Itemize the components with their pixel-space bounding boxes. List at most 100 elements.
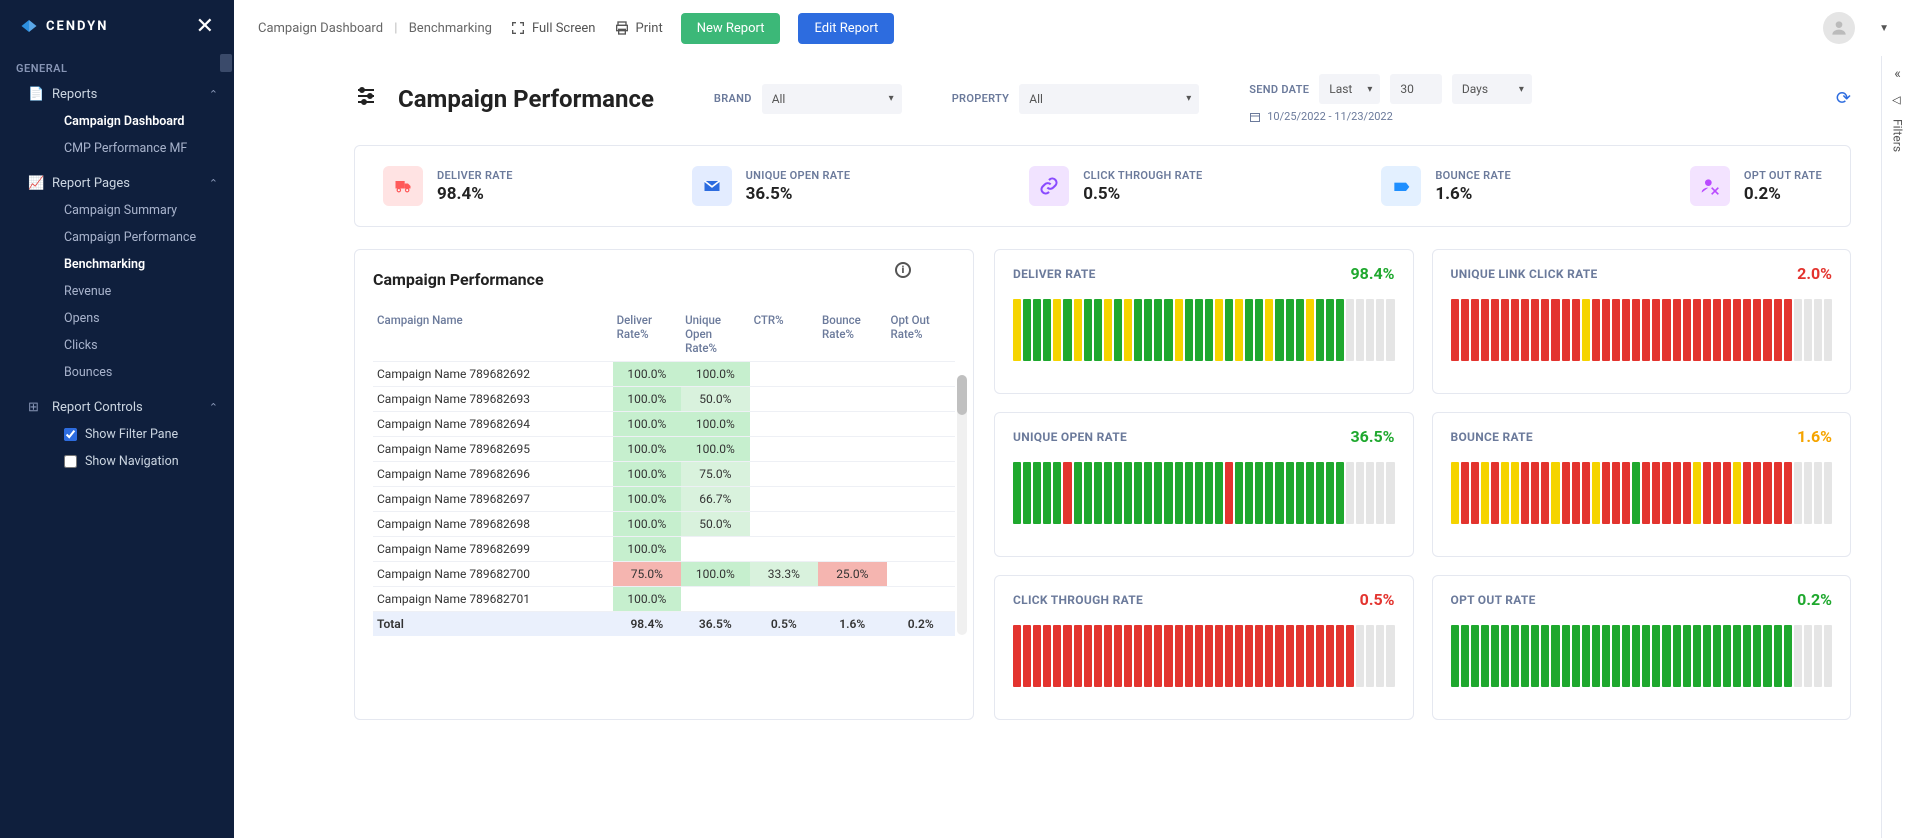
chevron-up-icon: ⌃ xyxy=(209,88,218,101)
sidebar-item[interactable]: Campaign Performance xyxy=(0,224,234,251)
print-icon xyxy=(614,20,630,36)
charts-grid: DELIVER RATE98.4% UNIQUE LINK CLICK RATE 2… xyxy=(994,249,1851,720)
settings-sliders-icon[interactable] xyxy=(354,84,378,114)
chart-card: UNIQUE OPEN RATE 36.5% xyxy=(994,412,1414,557)
user-menu-caret-icon[interactable]: ▼ xyxy=(1879,23,1889,34)
chart-value: 1.6% xyxy=(1797,427,1832,446)
filter-property-label: PROPERTY xyxy=(952,92,1010,105)
table-row[interactable]: Campaign Name 789682699100.0% xyxy=(373,537,955,562)
table-row[interactable]: Campaign Name 789682701100.0% xyxy=(373,587,955,612)
print-button[interactable]: Print xyxy=(614,20,663,36)
chart-bars xyxy=(1013,462,1395,524)
table-row[interactable]: Campaign Name 78968270075.0%100.0%33.3%2… xyxy=(373,562,955,587)
filters-rail: « ▽ Filters xyxy=(1881,56,1913,838)
chart-title: DELIVER RATE xyxy=(1013,267,1096,281)
table-row[interactable]: Campaign Name 789682694100.0%100.0% xyxy=(373,412,955,437)
kpi-value: 98.4% xyxy=(437,184,513,204)
kpi-value: 0.2% xyxy=(1744,184,1822,204)
chevron-up-icon: ⌃ xyxy=(209,401,218,414)
close-sidebar-icon[interactable]: ✕ xyxy=(196,14,214,39)
breadcrumb: Campaign Dashboard | Benchmarking xyxy=(258,21,492,36)
campaign-table-card: Campaign Performance i Campaign NameDeli… xyxy=(354,249,974,720)
filter-senddate-label: SEND DATE xyxy=(1249,83,1309,96)
chart-card: DELIVER RATE98.4% xyxy=(994,249,1414,394)
sidebar: CENDYN ✕ GENERAL 📄Reports⌃Campaign Dashb… xyxy=(0,0,234,838)
nav-group[interactable]: 📈Report Pages⌃ xyxy=(0,170,234,197)
chart-bars xyxy=(1013,299,1395,361)
chart-title: UNIQUE OPEN RATE xyxy=(1013,430,1127,444)
checkbox-input[interactable] xyxy=(64,455,77,468)
info-icon[interactable]: i xyxy=(895,262,911,278)
table-row[interactable]: Campaign Name 789682696100.0%75.0% xyxy=(373,462,955,487)
kpi-label: UNIQUE OPEN RATE xyxy=(746,169,851,182)
chart-bars xyxy=(1013,625,1395,687)
fullscreen-icon xyxy=(510,20,526,36)
sidebar-item[interactable]: Opens xyxy=(0,305,234,332)
filter-funnel-icon[interactable]: ▽ xyxy=(1891,96,1904,104)
refresh-icon[interactable]: ⟳ xyxy=(1836,88,1851,109)
chart-value: 0.5% xyxy=(1360,590,1395,609)
checkbox-input[interactable] xyxy=(64,428,77,441)
page-title: Campaign Performance xyxy=(398,85,654,113)
nav-group-icon: ⊞ xyxy=(28,400,42,415)
edit-report-button[interactable]: Edit Report xyxy=(798,13,894,44)
table-scrollbar[interactable] xyxy=(957,375,967,635)
date-range-label: 10/25/2022 - 11/23/2022 xyxy=(1249,110,1532,123)
kpi-label: BOUNCE RATE xyxy=(1435,169,1511,182)
kpi-label: CLICK THROUGH RATE xyxy=(1083,169,1202,182)
nav-group[interactable]: 📄Reports⌃ xyxy=(0,81,234,108)
chart-value: 36.5% xyxy=(1350,427,1394,446)
sidebar-checkbox[interactable]: Show Navigation xyxy=(0,448,234,475)
kpi-value: 0.5% xyxy=(1083,184,1202,204)
kpi-label: OPT OUT RATE xyxy=(1744,169,1822,182)
sidebar-scrollbar[interactable] xyxy=(220,54,232,72)
senddate-period-select[interactable]: Last▾ xyxy=(1319,74,1380,104)
table-row[interactable]: Campaign Name 789682693100.0%50.0% xyxy=(373,387,955,412)
chevron-down-icon: ▾ xyxy=(1367,84,1372,95)
table-row[interactable]: Campaign Name 789682695100.0%100.0% xyxy=(373,437,955,462)
sidebar-item[interactable]: Campaign Summary xyxy=(0,197,234,224)
table-row[interactable]: Campaign Name 789682698100.0%50.0% xyxy=(373,512,955,537)
kpi-icon xyxy=(1381,166,1421,206)
chart-bars xyxy=(1451,462,1833,524)
property-select[interactable]: All▾ xyxy=(1019,84,1199,114)
table-row[interactable]: Campaign Name 789682692100.0%100.0% xyxy=(373,362,955,387)
chart-title: OPT OUT RATE xyxy=(1451,593,1536,607)
kpi: CLICK THROUGH RATE 0.5% xyxy=(1029,166,1202,206)
chart-title: BOUNCE RATE xyxy=(1451,430,1533,444)
kpi: UNIQUE OPEN RATE36.5% xyxy=(692,166,851,206)
kpi-strip: DELIVER RATE98.4%UNIQUE OPEN RATE36.5%CL… xyxy=(354,145,1851,227)
user-avatar[interactable] xyxy=(1823,12,1855,44)
chart-bars xyxy=(1451,625,1833,687)
nav-group-icon: 📄 xyxy=(28,87,42,102)
breadcrumb-root[interactable]: Campaign Dashboard xyxy=(258,21,383,36)
brand-select[interactable]: All▾ xyxy=(762,84,902,114)
chart-bars xyxy=(1451,299,1833,361)
table-row[interactable]: Campaign Name 789682697100.0%66.7% xyxy=(373,487,955,512)
sidebar-item[interactable]: Revenue xyxy=(0,278,234,305)
chart-title: UNIQUE LINK CLICK RATE xyxy=(1451,267,1598,281)
nav-group-icon: 📈 xyxy=(28,176,42,191)
sidebar-item[interactable]: Benchmarking xyxy=(0,251,234,278)
sidebar-item[interactable]: Bounces xyxy=(0,359,234,386)
sidebar-checkbox[interactable]: Show Filter Pane xyxy=(0,421,234,448)
page-header: Campaign Performance BRAND All▾ PROPERTY… xyxy=(354,74,1851,123)
kpi-icon xyxy=(692,166,732,206)
kpi-value: 1.6% xyxy=(1435,184,1511,204)
nav-group[interactable]: ⊞Report Controls⌃ xyxy=(0,394,234,421)
sidebar-item[interactable]: Campaign Dashboard xyxy=(0,108,234,135)
chart-title: CLICK THROUGH RATE xyxy=(1013,593,1143,607)
new-report-button[interactable]: New Report xyxy=(681,13,781,44)
rail-collapse-icon[interactable]: « xyxy=(1894,66,1901,82)
chart-card: OPT OUT RATE0.2% xyxy=(1432,575,1852,720)
sidebar-item[interactable]: Clicks xyxy=(0,332,234,359)
filter-brand-label: BRAND xyxy=(714,92,752,105)
kpi: OPT OUT RATE 0.2% xyxy=(1690,166,1822,206)
senddate-count-select[interactable]: 30 xyxy=(1390,74,1442,104)
fullscreen-button[interactable]: Full Screen xyxy=(510,20,596,36)
sidebar-item[interactable]: CMP Performance MF xyxy=(0,135,234,162)
chevron-down-icon: ▾ xyxy=(1519,84,1524,95)
filters-rail-label[interactable]: Filters xyxy=(1891,119,1905,152)
senddate-unit-select[interactable]: Days▾ xyxy=(1452,74,1532,104)
chart-value: 2.0% xyxy=(1797,264,1832,283)
